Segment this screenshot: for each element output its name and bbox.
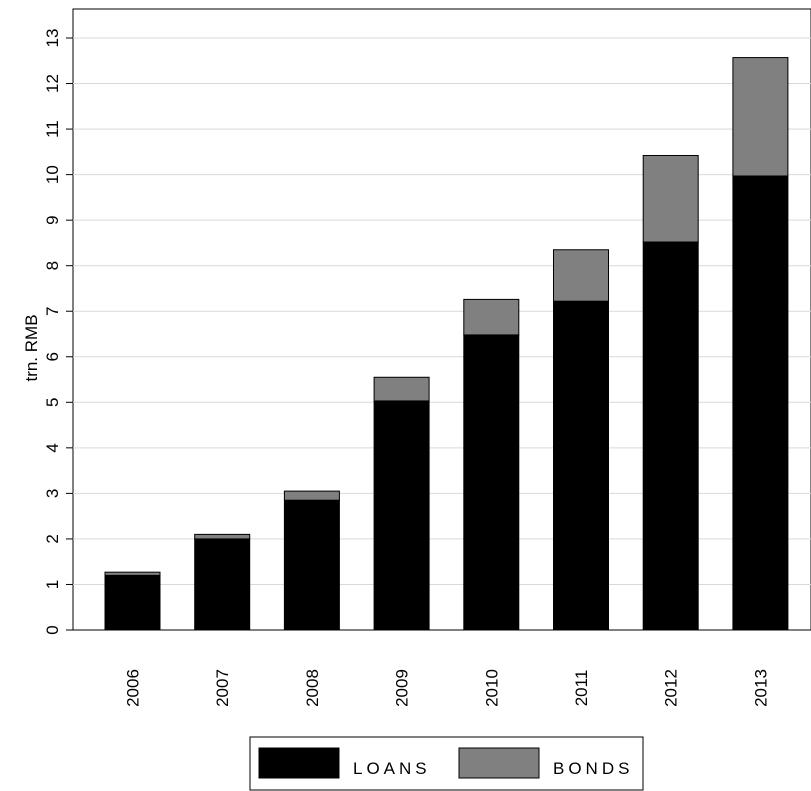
plot-frame	[72, 8, 811, 631]
y-tick-label: 2	[43, 534, 62, 543]
x-tick-label: 2010	[482, 669, 501, 707]
legend-label-bonds: BONDS	[553, 759, 633, 778]
x-tick-label: 2006	[124, 669, 143, 707]
bar-bonds	[463, 298, 520, 336]
x-tick-label: 2011	[572, 670, 591, 707]
gridlines	[73, 37, 811, 585]
bar-loans	[373, 400, 430, 631]
y-tick-label: 6	[43, 352, 62, 361]
bar-bonds	[104, 571, 161, 576]
bar-loans	[104, 574, 161, 631]
y-tick-label: 7	[43, 306, 62, 315]
x-tick-label: 2009	[393, 669, 412, 707]
x-tick-label: 2013	[751, 669, 770, 707]
bar-bonds	[373, 376, 430, 402]
y-tick-label: 12	[43, 74, 62, 93]
y-tick-label: 3	[43, 489, 62, 498]
x-axis: 2006 2007 2008 2009 2010 2011 2012 2013	[124, 669, 771, 707]
bar-bonds	[642, 154, 699, 243]
bar-loans	[553, 300, 609, 631]
bar-loans	[283, 499, 340, 631]
y-tick-label: 8	[43, 261, 62, 270]
bar-bonds	[732, 57, 789, 177]
y-tick-label: 9	[43, 215, 62, 224]
legend-swatch-loans	[258, 747, 340, 779]
y-tick-label: 10	[43, 165, 62, 184]
bar-bonds	[553, 249, 609, 302]
y-tick-label: 1	[43, 580, 62, 589]
bar-loans	[642, 241, 699, 631]
y-axis-title: trn. RMB	[22, 314, 41, 381]
y-tick-label: 5	[43, 398, 62, 407]
bar-loans	[463, 334, 520, 631]
bar-loans	[194, 538, 251, 631]
x-tick-label: 2007	[213, 669, 232, 707]
legend-label-loans: LOANS	[353, 759, 431, 778]
y-tick-label: 4	[43, 443, 62, 452]
bars	[104, 57, 789, 631]
legend-swatch-bonds	[458, 747, 540, 779]
x-tick-label: 2012	[662, 669, 681, 707]
y-tick-label: 0	[43, 625, 62, 634]
x-tick-label: 2008	[303, 669, 322, 707]
y-tick-label: 11	[43, 120, 62, 138]
bar-bonds	[283, 490, 340, 501]
bar-bonds	[194, 533, 251, 540]
legend: LOANS BONDS	[249, 736, 644, 791]
bar-loans	[732, 175, 789, 631]
y-tick-label: 13	[43, 29, 62, 48]
